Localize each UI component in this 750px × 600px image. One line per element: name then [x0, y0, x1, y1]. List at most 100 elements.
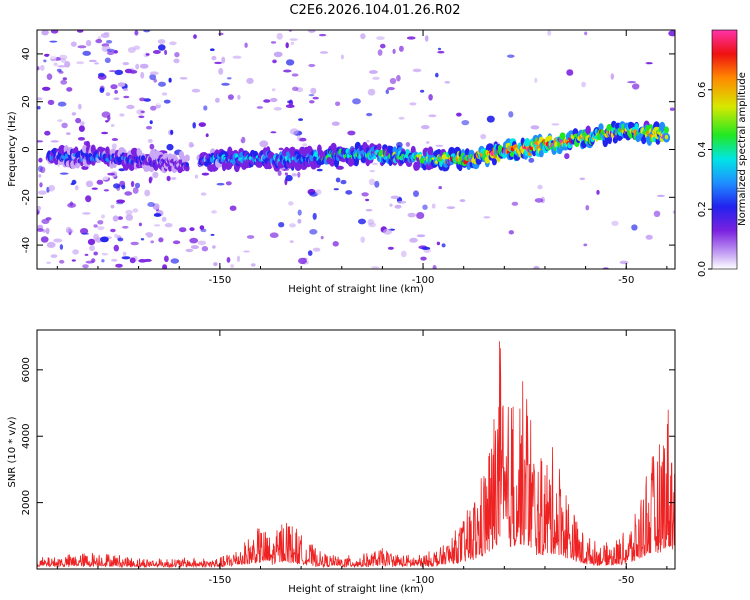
noise-blob	[277, 92, 281, 99]
ridge-blob	[185, 162, 189, 167]
ridge-blob	[415, 162, 420, 171]
noise-blob	[98, 72, 105, 77]
noise-blob	[185, 248, 194, 253]
noise-blob	[278, 222, 285, 228]
noise-blob	[291, 173, 298, 177]
noise-blob	[289, 128, 299, 135]
noise-blob	[273, 51, 283, 58]
noise-blob	[269, 232, 279, 238]
noise-blob	[244, 42, 248, 48]
noise-blob	[61, 122, 68, 129]
noise-blob	[507, 54, 515, 58]
noise-blob	[672, 210, 675, 214]
noise-blob	[164, 255, 169, 263]
noise-blob	[81, 232, 90, 235]
y-tick-label: -20	[21, 189, 32, 205]
noise-blob	[192, 122, 196, 129]
noise-blob	[122, 225, 129, 229]
noise-blob	[288, 201, 294, 206]
noise-blob	[149, 74, 157, 81]
noise-blob	[360, 236, 366, 243]
noise-blob	[72, 249, 79, 255]
ridge-blob	[376, 143, 382, 151]
noise-blob	[438, 108, 443, 112]
noise-blob	[534, 198, 544, 203]
noise-blob	[110, 124, 115, 127]
noise-blob	[153, 224, 161, 227]
x-tick-label: -150	[209, 275, 232, 286]
noise-blob	[289, 223, 296, 228]
noise-blob	[384, 222, 391, 226]
noise-blob	[582, 164, 592, 168]
noise-blob	[85, 195, 92, 203]
noise-blob	[292, 86, 299, 92]
noise-blob	[170, 129, 174, 135]
noise-blob	[45, 217, 52, 221]
noise-blob	[122, 62, 130, 66]
noise-blob	[656, 194, 665, 197]
noise-blob	[412, 68, 422, 73]
noise-blob	[566, 69, 574, 76]
noise-blob	[645, 234, 653, 240]
noise-blob	[246, 176, 256, 179]
noise-blob	[456, 112, 462, 117]
noise-blob	[163, 99, 171, 104]
snr-ticks: -150 -100 -50 2000 4000 6000	[21, 330, 675, 586]
noise-blob	[203, 105, 208, 111]
noise-blob	[117, 216, 123, 220]
noise-blob	[184, 91, 190, 98]
ridge-blob	[457, 163, 463, 172]
noise-blob	[547, 30, 552, 36]
noise-blob	[422, 204, 428, 210]
noise-blob	[273, 30, 278, 33]
noise-blob	[158, 81, 166, 87]
noise-blob	[199, 225, 205, 231]
noise-blob	[435, 72, 439, 78]
noise-blob	[289, 240, 294, 243]
noise-blob	[205, 133, 209, 137]
ridge-blob	[427, 146, 434, 156]
noise-blob	[138, 222, 142, 227]
noise-blob	[312, 247, 321, 252]
noise-blob	[394, 204, 402, 209]
noise-blob	[148, 176, 152, 184]
noise-blob	[366, 112, 373, 117]
noise-blob	[60, 57, 67, 63]
noise-blob	[114, 233, 118, 238]
noise-blob	[316, 168, 323, 172]
noise-blob	[57, 101, 67, 107]
noise-blob	[583, 243, 588, 247]
noise-blob	[390, 195, 400, 199]
noise-blob	[424, 35, 429, 42]
ridge-blob	[373, 154, 377, 160]
noise-blob	[50, 254, 58, 258]
noise-blob	[65, 226, 72, 233]
noise-blob	[85, 39, 92, 47]
noise-blob	[619, 94, 624, 98]
noise-blob	[86, 224, 92, 230]
noise-blob	[370, 266, 380, 269]
snr-line	[37, 341, 675, 569]
noise-blob	[191, 88, 201, 93]
noise-blob	[668, 30, 675, 37]
noise-blob	[112, 215, 119, 222]
noise-blob	[285, 174, 293, 182]
noise-blob	[117, 82, 126, 87]
noise-blob	[161, 216, 167, 222]
noise-blob	[59, 54, 68, 60]
ridge-blob	[585, 125, 591, 135]
noise-blob	[113, 50, 118, 54]
noise-blob	[486, 115, 495, 123]
noise-blob	[80, 121, 85, 126]
ridge-blob	[634, 123, 639, 131]
noise-blob	[46, 73, 53, 80]
ridge-blob	[491, 158, 497, 166]
noise-blob	[308, 94, 315, 97]
noise-blob	[162, 264, 168, 269]
snr-panel: -150 -100 -50 2000 4000 6000 Height of straig…	[7, 329, 676, 595]
noise-blob	[416, 234, 426, 238]
noise-blob	[165, 117, 172, 124]
noise-blob	[416, 212, 425, 219]
noise-blob	[298, 257, 307, 265]
y-tick-label: 4000	[21, 423, 32, 448]
